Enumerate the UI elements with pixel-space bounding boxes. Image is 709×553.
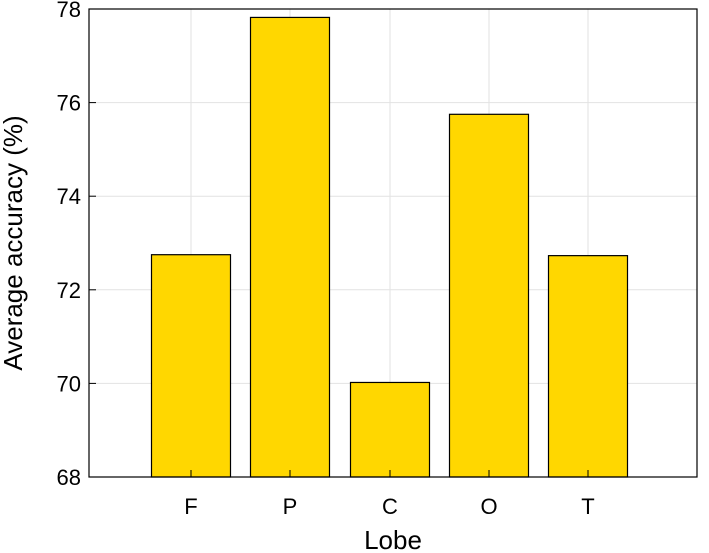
bar-O: [448, 113, 530, 478]
x-tick-label-C: C: [382, 494, 398, 519]
bar-T: [547, 255, 629, 478]
x-axis-label: Lobe: [364, 525, 422, 553]
x-tick-label-F: F: [184, 494, 197, 519]
x-tick-label-T: T: [581, 494, 594, 519]
y-tick-label: 78: [57, 0, 81, 22]
y-tick-label: 74: [57, 184, 81, 209]
x-tick-label-O: O: [480, 494, 497, 519]
plot-frame: [88, 8, 698, 478]
x-tick-label-P: P: [283, 494, 298, 519]
bar-C: [349, 381, 431, 478]
y-tick-label: 76: [57, 91, 81, 116]
y-tick-label: 72: [57, 278, 81, 303]
y-ticks: 68 70 72 74 76 78: [57, 0, 96, 490]
bar-F: [150, 254, 232, 478]
bar-P: [249, 16, 331, 478]
y-tick-label: 70: [57, 371, 81, 396]
y-tick-label: 68: [57, 465, 81, 490]
bars: [150, 16, 629, 478]
y-axis-label: Average accuracy (%): [0, 115, 28, 370]
